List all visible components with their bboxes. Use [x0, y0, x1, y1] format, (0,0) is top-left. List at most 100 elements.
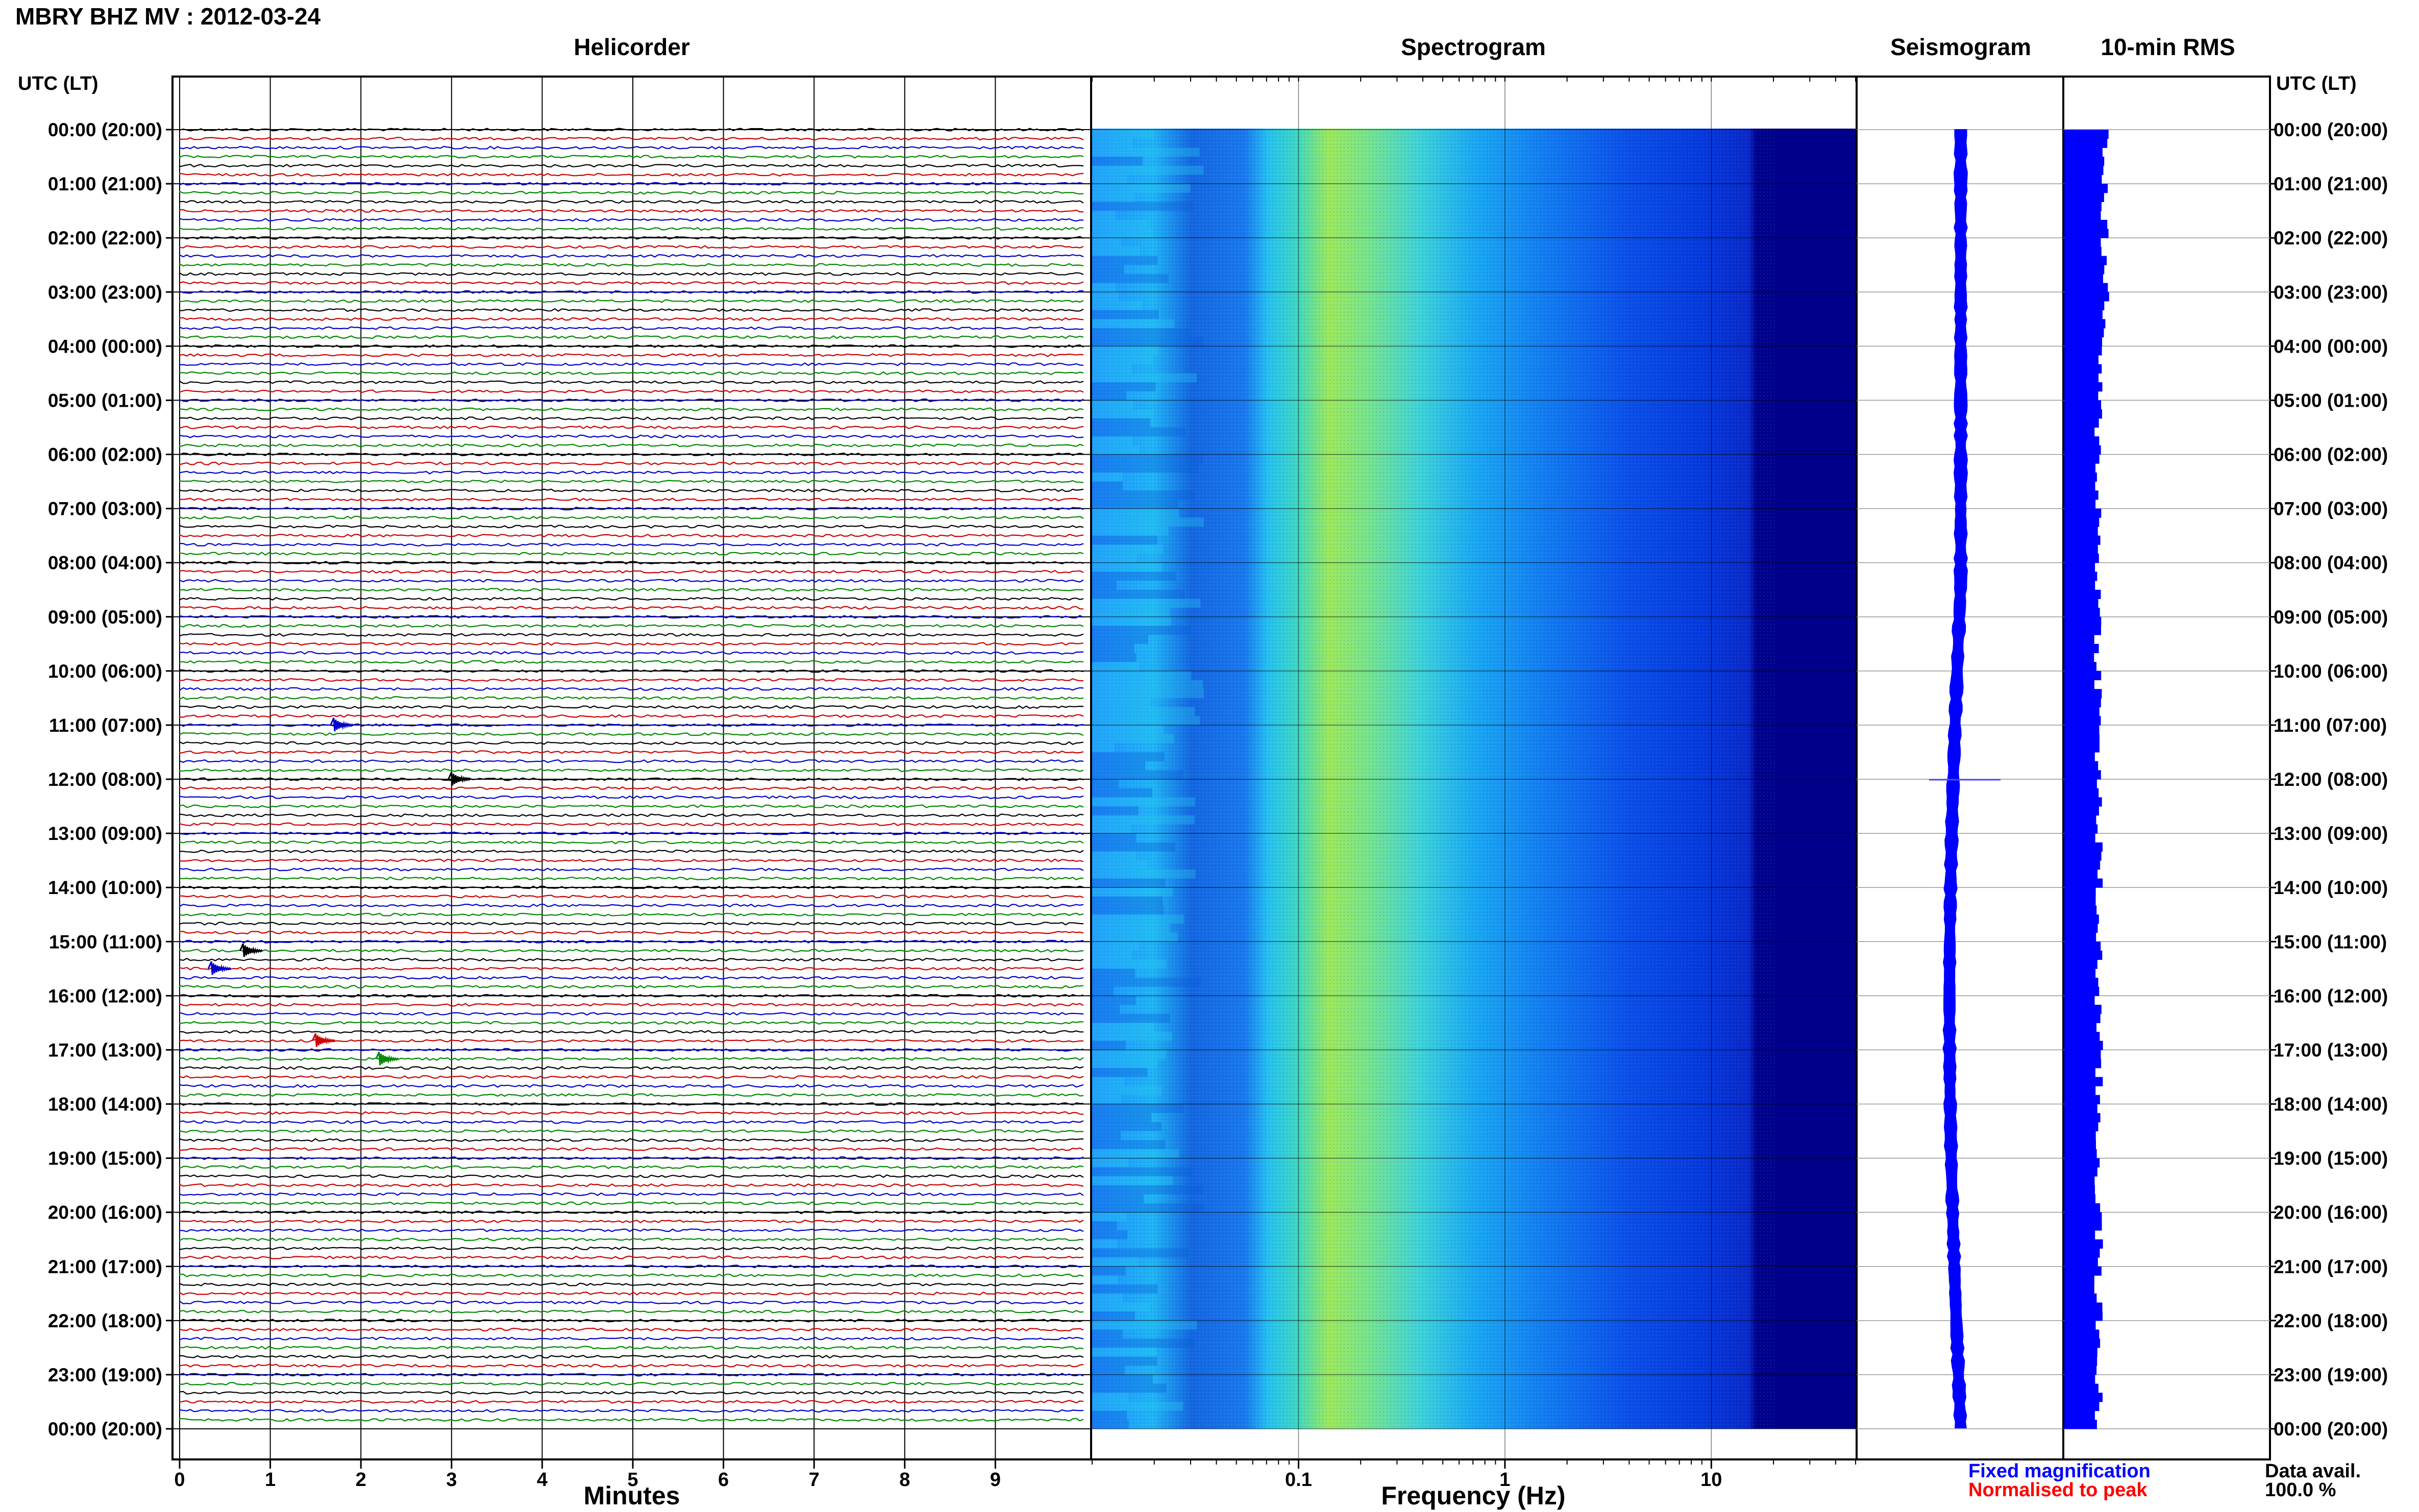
rms-bar — [2064, 1402, 2100, 1411]
spectrogram-row-band — [1092, 869, 1196, 879]
helicorder-trace — [179, 136, 1084, 141]
helicorder-trace — [179, 1156, 1084, 1160]
ytick-label-right: 22:00 (18:00) — [2274, 1310, 2388, 1331]
spectrogram-row-band — [1092, 608, 1170, 617]
helicorder-trace — [179, 1138, 1084, 1142]
helicorder-trace — [179, 768, 1084, 772]
spectrogram-row-band — [1092, 1248, 1189, 1258]
spectrogram-row-band — [1092, 1311, 1135, 1321]
rms-bar — [2064, 337, 2103, 346]
rms-bar — [2064, 788, 2099, 798]
helicorder-trace — [179, 1300, 1084, 1305]
spectrogram-row-band — [1092, 1293, 1123, 1303]
spectrogram-row-band — [1092, 1402, 1183, 1411]
helicorder-trace — [179, 957, 1084, 962]
rms-bar — [2064, 1113, 2101, 1123]
ytick-label-right: 14:00 (10:00) — [2274, 877, 2388, 898]
ytick-label-left: 10:00 (06:00) — [48, 661, 162, 682]
spectrogram-row-band — [1092, 788, 1152, 798]
spectrogram-row-band — [1092, 1185, 1203, 1195]
helicorder-trace — [179, 1201, 1084, 1205]
rms-bar — [2064, 301, 2105, 311]
legend-normalised-to-peak: Normalised to peak — [1968, 1479, 2148, 1501]
spectrogram-row-band — [1092, 878, 1166, 888]
helicorder-trace — [179, 479, 1084, 484]
spectrogram-row-band — [1092, 427, 1186, 437]
spectrogram-row-band — [1092, 1176, 1173, 1185]
spectrogram-row-band — [1092, 1275, 1118, 1285]
rms-bar — [2064, 130, 2109, 139]
helicorder-trace — [179, 759, 1084, 763]
ytick-label-left: 16:00 (12:00) — [48, 985, 162, 1006]
helicorder-trace — [179, 948, 1084, 953]
helicorder-trace — [179, 353, 1084, 357]
helicorder-trace — [179, 1030, 1083, 1034]
helicorder-panel — [171, 76, 1092, 1460]
spectrogram-row-band — [1092, 860, 1147, 870]
helicorder-trace — [179, 290, 1084, 294]
ytick-label-left: 13:00 (09:00) — [48, 823, 162, 844]
right-axis-header: UTC (LT) — [2276, 73, 2357, 94]
helicorder-trace — [179, 966, 1084, 971]
helicorder-xtick-label: 3 — [446, 1469, 457, 1491]
spectrogram-row-band — [1092, 1284, 1158, 1294]
data-availability-value: 100.0 % — [2265, 1479, 2336, 1501]
rms-bar — [2064, 246, 2102, 256]
rms-bar — [2064, 192, 2104, 202]
rms-bar — [2064, 472, 2097, 482]
helicorder-trace — [179, 145, 1084, 150]
rms-bar — [2064, 211, 2101, 220]
spectrogram-row-band — [1092, 770, 1183, 779]
helicorder-trace — [179, 525, 1084, 529]
rms-bar — [2064, 454, 2100, 464]
helicorder-trace — [179, 687, 1084, 691]
rms-bar — [2064, 797, 2102, 807]
rms-bar — [2064, 1176, 2095, 1186]
ytick-label-right: 00:00 (20:00) — [2274, 119, 2388, 140]
spectrogram-row-band — [1092, 1059, 1158, 1068]
helicorder-trace — [179, 1228, 1084, 1232]
helicorder-trace — [179, 1237, 1084, 1242]
helicorder-trace — [179, 642, 1084, 646]
rms-bar — [2064, 680, 2094, 689]
rms-bar — [2064, 1158, 2100, 1168]
rms-bar — [2064, 1339, 2101, 1348]
ytick-label-right: 04:00 (00:00) — [2274, 336, 2388, 357]
spectrogram-row-band — [1092, 806, 1139, 815]
ytick-label-left: 18:00 (14:00) — [48, 1094, 162, 1115]
rms-bar — [2064, 409, 2102, 419]
rms-bar — [2064, 1040, 2103, 1050]
helicorder-trace — [179, 488, 1084, 493]
helicorder-trace — [179, 885, 1084, 889]
helicorder-trace — [179, 245, 1084, 249]
ytick-label-left: 15:00 (11:00) — [49, 931, 162, 952]
rms-bar — [2064, 643, 2099, 653]
helicorder-event — [312, 1033, 336, 1047]
spectrogram-row-band — [1092, 328, 1190, 337]
spectrogram-row-band — [1092, 1221, 1117, 1230]
helicorder-trace — [179, 1075, 1084, 1079]
rms-bar — [2064, 499, 2096, 509]
spectrogram-row-band — [1092, 508, 1179, 518]
spectrogram-row-band — [1092, 517, 1204, 527]
helicorder-trace — [179, 1391, 1084, 1395]
spectrogram-row-band — [1092, 463, 1198, 473]
rms-bar — [2064, 1311, 2103, 1321]
rms-bar — [2064, 544, 2098, 554]
helicorder-trace — [179, 200, 1084, 204]
rms-bar — [2064, 734, 2100, 743]
ytick-label-left: 00:00 (20:00) — [48, 1419, 162, 1440]
helicorder-trace — [179, 660, 1084, 664]
spectrogram-row-band — [1092, 1356, 1157, 1366]
spectrogram-row-band — [1092, 932, 1178, 942]
helicorder-xtick-label: 5 — [627, 1469, 638, 1491]
helicorder-trace — [179, 1111, 1084, 1115]
helicorder-trace — [179, 515, 1084, 519]
helicorder-trace — [179, 299, 1084, 303]
helicorder-event — [207, 961, 232, 975]
rms-bar — [2064, 400, 2102, 410]
helicorder-trace — [179, 615, 1084, 619]
rms-bar — [2064, 418, 2099, 428]
ytick-label-left: 05:00 (01:00) — [48, 390, 162, 411]
spectrogram-row-band — [1092, 472, 1123, 482]
